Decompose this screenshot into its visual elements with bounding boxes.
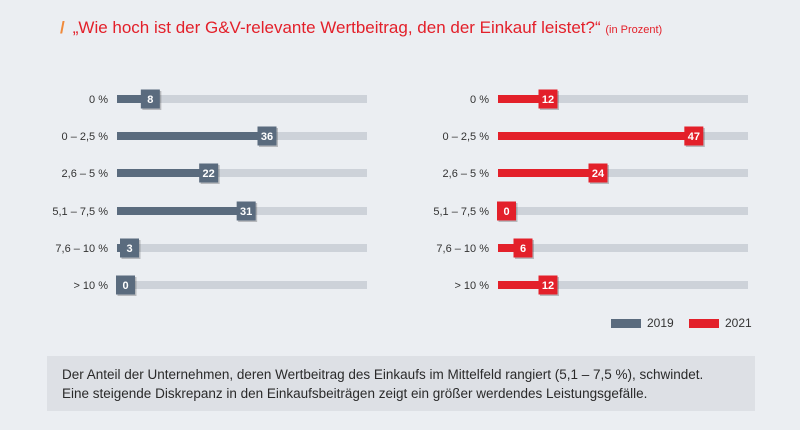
bar-track: [117, 169, 367, 177]
category-label: 5,1 – 7,5 %: [433, 206, 489, 218]
value-box: [513, 238, 533, 258]
category-label: 0 %: [89, 94, 108, 106]
bar-track: [498, 95, 748, 103]
data-label: 22: [203, 168, 215, 180]
category-label: 2,6 – 5 %: [62, 168, 109, 180]
value-box: [538, 275, 558, 295]
category-label: 2,6 – 5 %: [443, 168, 490, 180]
summary-note-line-2: Eine steigende Diskrepanz in den Einkauf…: [62, 386, 648, 401]
bar-2019: [117, 207, 247, 215]
category-label: 0 %: [470, 94, 489, 106]
category-label: 0 – 2,5 %: [62, 131, 109, 143]
bar-track: [117, 95, 367, 103]
bar-2021: [498, 281, 548, 289]
bar-track: [498, 244, 748, 252]
value-box: [236, 201, 256, 221]
bar-2021: [498, 132, 694, 140]
chart-title: / „Wie hoch ist der G&V-relevante Wertbei…: [60, 18, 662, 38]
value-box: [116, 275, 135, 295]
category-label: > 10 %: [454, 280, 489, 292]
legend-swatch-2021: [689, 318, 719, 328]
bar-2021: [498, 169, 598, 177]
value-box: [120, 238, 139, 258]
bar-2021: [498, 95, 548, 103]
legend-swatch-2019: [611, 318, 641, 328]
bar-track: [498, 207, 748, 215]
category-label: 7,6 – 10 %: [436, 243, 489, 255]
title-slash: /: [60, 18, 65, 37]
value-box: [538, 89, 558, 109]
legend-item-2021: 2021: [689, 316, 752, 330]
category-label: 0 – 2,5 %: [443, 131, 490, 143]
category-label: 7,6 – 10 %: [55, 243, 108, 255]
bar-track: [498, 281, 748, 289]
data-label: 24: [592, 168, 605, 180]
bar-track: [117, 281, 367, 289]
legend-label-2021: 2021: [725, 316, 752, 330]
value-box: [199, 163, 219, 183]
bar-2019: [117, 95, 151, 103]
data-label: 8: [147, 94, 153, 106]
value-box: [588, 163, 608, 183]
data-label: 12: [542, 280, 554, 292]
data-label: 47: [688, 131, 700, 143]
title-unit: (in Prozent): [605, 24, 663, 36]
category-label: 5,1 – 7,5 %: [52, 206, 108, 218]
data-label: 3: [126, 243, 132, 255]
bar-track: [498, 169, 748, 177]
data-label: 0: [503, 206, 509, 218]
data-label: 0: [122, 280, 128, 292]
bar-2019: [117, 132, 267, 140]
bar-2021: [498, 244, 523, 252]
data-label: 12: [542, 94, 554, 106]
legend-item-2019: 2019: [611, 316, 674, 330]
category-label: > 10 %: [73, 280, 108, 292]
value-box: [257, 126, 277, 146]
bar-track: [117, 244, 367, 252]
summary-note-line-1: Der Anteil der Unternehmen, deren Wertbe…: [62, 367, 704, 382]
legend-label-2019: 2019: [647, 316, 674, 330]
bar-2019: [117, 169, 209, 177]
data-label: 36: [261, 131, 273, 143]
summary-note: Der Anteil der Unternehmen, deren Wertbe…: [47, 356, 755, 411]
value-box: [497, 201, 516, 221]
title-text: „Wie hoch ist der G&V-relevante Wertbeit…: [72, 18, 601, 37]
data-label: 6: [520, 243, 526, 255]
value-box: [140, 89, 160, 109]
value-box: [684, 126, 704, 146]
data-label: 31: [240, 206, 252, 218]
